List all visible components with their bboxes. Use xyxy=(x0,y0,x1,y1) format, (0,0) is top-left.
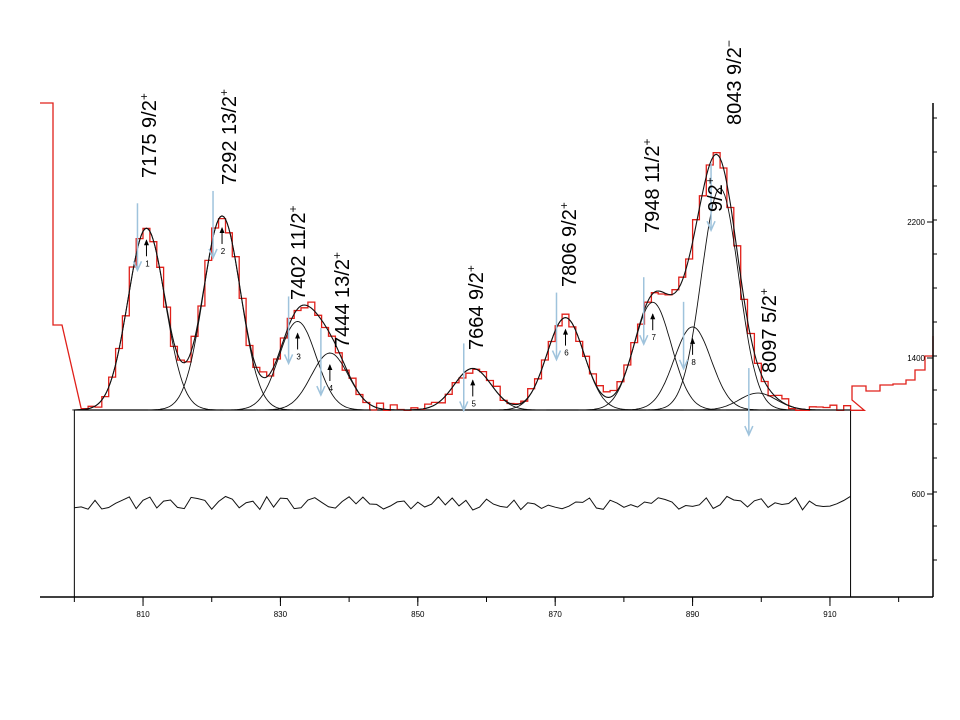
centroid-arrow-head-8 xyxy=(690,337,696,344)
energy-marker-head-5 xyxy=(459,401,469,413)
residual-layer xyxy=(74,495,851,511)
peak-number-7: 7 xyxy=(652,333,657,342)
energy-marker-head-6 xyxy=(551,350,562,362)
centroid-arrow-head-3 xyxy=(295,332,301,339)
level-label-6: 7806 9/2+ xyxy=(557,202,581,287)
peak-number-5: 5 xyxy=(472,399,477,408)
level-label-1: 7175 9/2+ xyxy=(137,93,161,178)
energy-marker-head-1 xyxy=(132,260,143,273)
parity-superscript: + xyxy=(557,202,571,209)
right-tick-label-2200: 2200 xyxy=(907,218,925,227)
residual-line xyxy=(74,495,851,511)
right-axis: 2200 1400 600 xyxy=(907,103,937,597)
centroid-arrow-head-7 xyxy=(650,313,656,320)
energy-marker-head-3 xyxy=(283,354,294,366)
parity-superscript: + xyxy=(217,89,231,96)
peak-number-3: 3 xyxy=(296,352,301,361)
energy-marker-head-10 xyxy=(744,425,754,437)
fit-peak-4 xyxy=(255,352,404,411)
x-tick-label-910: 910 xyxy=(823,610,837,619)
level-label-9: 8043 9/2− xyxy=(722,40,746,125)
level-label-10: 8097 5/2+ xyxy=(757,288,781,373)
centroid-arrow-head-2 xyxy=(219,226,225,233)
x-axis: 810 830 850 870 890 910 xyxy=(40,596,933,619)
peak-number-1: 1 xyxy=(145,259,150,268)
parity-superscript: + xyxy=(464,265,478,272)
centroid-arrow-head-5 xyxy=(470,379,476,386)
x-tick-label-850: 850 xyxy=(411,610,425,619)
level-label-7: 7948 11/2+ xyxy=(640,138,664,233)
parity-superscript: + xyxy=(757,288,771,295)
right-tick-label-1400: 1400 xyxy=(907,354,925,363)
centroid-arrow-head-1 xyxy=(143,239,149,246)
centroid-arrow-head-4 xyxy=(327,364,333,371)
histogram-layer xyxy=(40,102,934,411)
parity-superscript: + xyxy=(640,138,654,145)
peak-number-6: 6 xyxy=(564,349,569,358)
parity-superscript: − xyxy=(722,40,736,47)
peak-number-8: 8 xyxy=(691,358,696,367)
fit-peak-7 xyxy=(578,301,727,411)
x-tick-label-810: 810 xyxy=(136,610,150,619)
energy-marker-head-8 xyxy=(678,359,689,371)
level-label-5: 7664 9/2+ xyxy=(464,265,488,350)
level-label-4: 7444 13/2+ xyxy=(330,252,354,348)
fit-total xyxy=(74,153,851,411)
x-tick-label-890: 890 xyxy=(686,610,700,619)
energy-marker-head-4 xyxy=(316,385,326,397)
data-histogram xyxy=(40,102,934,411)
fit-peak-8 xyxy=(618,326,767,411)
energy-marker-head-2 xyxy=(208,248,218,260)
peak-number-4: 4 xyxy=(329,384,334,393)
centroid-arrow-head-6 xyxy=(562,328,568,335)
right-tick-label-600: 600 xyxy=(912,490,926,499)
annotations-layer: 7175 9/2+ 7292 13/2+ 7402 11/2+ 7444 13/2+ 7… xyxy=(137,40,781,373)
energy-marker-head-9 xyxy=(706,220,716,233)
level-label-2: 7292 13/2+ xyxy=(217,89,241,185)
energy-marker-head-7 xyxy=(639,334,649,347)
fit-curves-layer xyxy=(72,153,851,411)
level-label-3: 7402 11/2+ xyxy=(286,205,310,300)
parity-superscript: + xyxy=(703,177,717,184)
parity-superscript: + xyxy=(286,205,300,212)
fit-peak-3 xyxy=(223,321,372,411)
parity-superscript: + xyxy=(137,93,151,100)
level-label-8: 9/2+ xyxy=(703,177,727,212)
fit-peak-9 xyxy=(645,187,794,411)
peak-number-2: 2 xyxy=(221,247,226,256)
x-tick-label-830: 830 xyxy=(274,610,288,619)
x-tick-label-870: 870 xyxy=(549,610,563,619)
parity-superscript: + xyxy=(330,252,344,259)
arrows-layer: 1 2 3 4 5 6 7 8 xyxy=(132,163,754,437)
